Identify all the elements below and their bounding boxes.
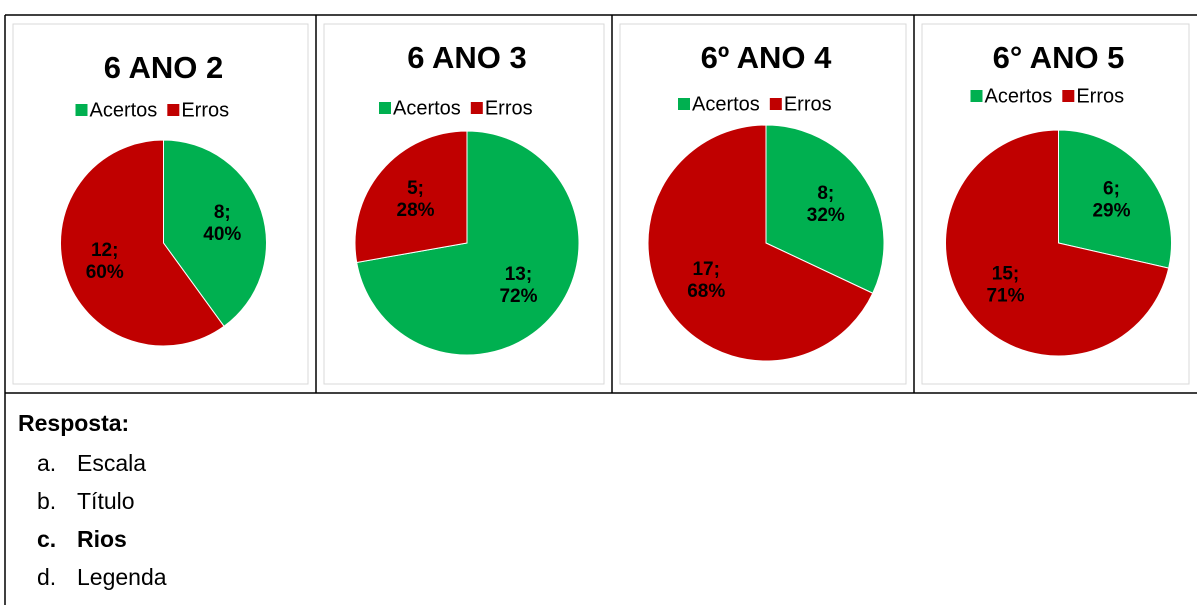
legend-label: Acertos bbox=[90, 99, 158, 121]
pie-slice bbox=[163, 139, 267, 328]
legend-label: Erros bbox=[181, 99, 229, 121]
chart-title: 6º ANO 4 bbox=[701, 40, 833, 75]
pie-slice bbox=[60, 139, 225, 347]
list-marker: c. bbox=[37, 526, 56, 552]
data-label: 40% bbox=[203, 224, 241, 245]
data-label: 68% bbox=[687, 281, 725, 302]
data-label: 17; bbox=[692, 259, 719, 280]
legend-label: Erros bbox=[1076, 85, 1124, 107]
answer-heading: Resposta: bbox=[18, 410, 129, 436]
pie-slice bbox=[765, 124, 885, 294]
data-label: 60% bbox=[86, 262, 124, 283]
list-marker: b. bbox=[37, 488, 56, 514]
data-label: 72% bbox=[499, 286, 537, 307]
data-label: 28% bbox=[397, 200, 435, 221]
chart-title: 6 ANO 3 bbox=[407, 40, 526, 75]
legend-label: Acertos bbox=[393, 97, 461, 119]
chart-frame bbox=[619, 23, 907, 385]
data-label: 6; bbox=[1103, 179, 1120, 200]
data-label: 15; bbox=[992, 263, 1019, 284]
table-borders bbox=[4, 14, 1197, 605]
data-label: 71% bbox=[986, 285, 1024, 306]
chart-title: 6° ANO 5 bbox=[993, 40, 1125, 75]
list-item: Título bbox=[77, 488, 135, 514]
pie-slice bbox=[1058, 129, 1172, 269]
data-label: 29% bbox=[1092, 201, 1130, 222]
data-label: 8; bbox=[214, 202, 231, 223]
legend-label: Erros bbox=[784, 93, 832, 115]
legend-swatch bbox=[1062, 90, 1075, 102]
legend-label: Erros bbox=[485, 97, 533, 119]
chart-frame bbox=[921, 23, 1190, 385]
data-label: 5; bbox=[407, 178, 424, 199]
legend-label: Acertos bbox=[692, 93, 760, 115]
legend-swatch bbox=[678, 98, 690, 110]
pie-slice bbox=[356, 130, 580, 356]
list-marker: d. bbox=[37, 564, 56, 590]
legend-swatch bbox=[970, 90, 983, 102]
legend-swatch bbox=[75, 104, 88, 116]
data-label: 8; bbox=[817, 183, 834, 204]
legend-label: Acertos bbox=[985, 85, 1053, 107]
list-item: Escala bbox=[77, 450, 146, 476]
legend-swatch bbox=[167, 104, 180, 116]
legend-swatch bbox=[379, 102, 391, 114]
data-label: 12; bbox=[91, 240, 118, 261]
pie-slice bbox=[647, 124, 874, 362]
list-marker: a. bbox=[37, 450, 56, 476]
legend-swatch bbox=[470, 102, 483, 114]
pie-slice bbox=[945, 129, 1170, 357]
chart-frame bbox=[12, 23, 309, 385]
pie-slice bbox=[354, 130, 468, 264]
chart-frame bbox=[323, 23, 605, 385]
list-item: Rios bbox=[77, 526, 127, 552]
chart-title: 6 ANO 2 bbox=[104, 50, 223, 85]
list-item: Legenda bbox=[77, 564, 167, 590]
data-label: 13; bbox=[505, 264, 532, 285]
legend-swatch bbox=[769, 98, 782, 110]
data-label: 32% bbox=[807, 205, 845, 226]
